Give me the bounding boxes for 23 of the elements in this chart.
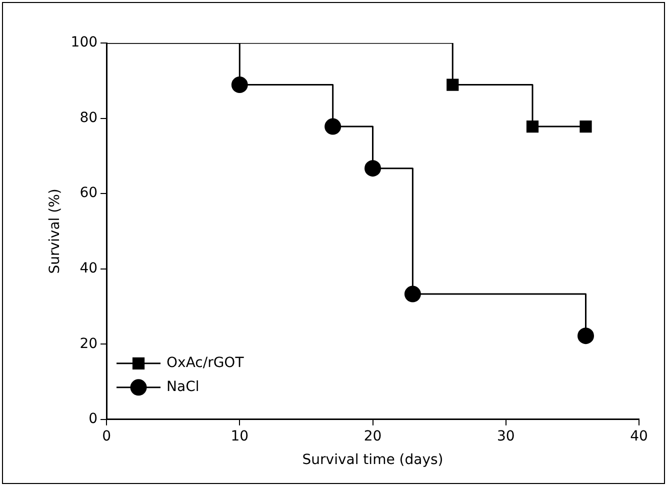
y-tick-label: 0	[88, 411, 98, 428]
point	[526, 120, 539, 133]
point	[231, 76, 248, 94]
y-tick-label: 20	[80, 336, 98, 352]
y-axis-title: Survival (%)	[47, 188, 64, 274]
y-tick-label: 40	[80, 260, 98, 276]
point	[364, 160, 382, 177]
x-tick-label: 20	[364, 428, 382, 444]
point	[404, 286, 421, 302]
legend-label: OxAc/rGOT	[166, 355, 244, 372]
point	[580, 120, 592, 133]
point	[446, 78, 459, 91]
x-tick-label: 0	[102, 428, 111, 444]
y-tick-label: 60	[80, 185, 98, 202]
point	[578, 328, 594, 344]
x-axis-title: Survival time (days)	[302, 452, 444, 468]
x-tick-label: 40	[630, 428, 648, 444]
legend-label: NaCl	[166, 379, 200, 396]
y-tick-label: 80	[80, 110, 98, 126]
point	[324, 118, 342, 135]
x-tick-label: 30	[496, 428, 515, 444]
x-tick-label: 10	[230, 428, 249, 444]
y-tick-label: 100	[70, 34, 98, 51]
